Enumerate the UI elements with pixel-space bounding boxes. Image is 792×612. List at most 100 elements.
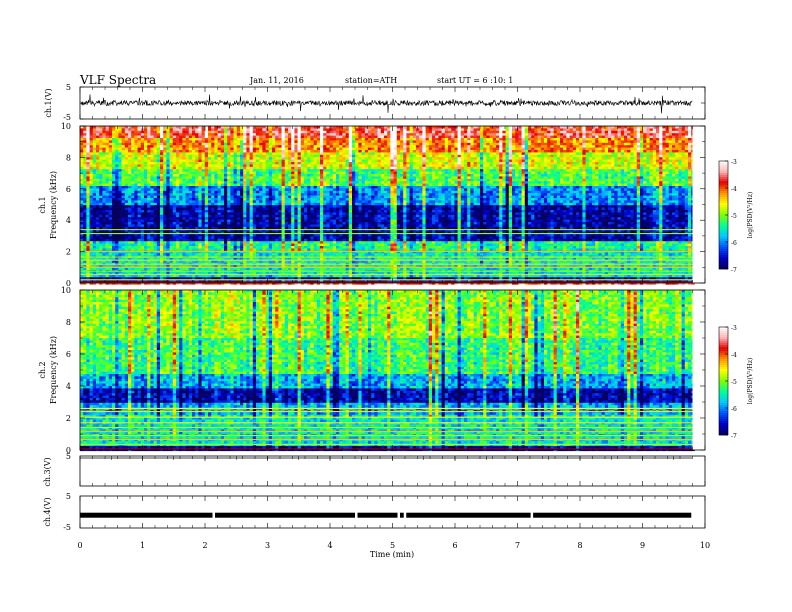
- spectrogram-cell: [275, 267, 279, 271]
- spectrogram-cell: [105, 210, 110, 213]
- spectrogram-cell: [233, 145, 238, 148]
- spectrogram-cell: [240, 176, 244, 180]
- spectrogram-cell: [182, 171, 186, 175]
- spectrogram-cell: [249, 205, 254, 208]
- spectrogram-cell: [236, 164, 241, 168]
- spectrogram-cell: [121, 202, 126, 206]
- spectrogram-cell: [147, 130, 151, 134]
- spectrogram-cell: [118, 166, 122, 170]
- spectrogram-cell: [83, 166, 87, 170]
- spectrogram-cell: [176, 253, 180, 256]
- spectrogram-cell: [92, 224, 97, 228]
- spectrogram-cell: [195, 258, 199, 261]
- spectrogram-cell: [188, 130, 193, 134]
- spectrogram-cell: [265, 272, 270, 276]
- spectrogram-cell: [227, 171, 231, 175]
- spectrogram-cell: [115, 224, 119, 228]
- spectrogram-cell: [166, 229, 170, 232]
- spectrogram-cell: [124, 207, 129, 211]
- spectrogram-cell: [224, 217, 228, 220]
- spectrogram-cell: [211, 258, 215, 261]
- spectrogram-cell: [169, 152, 174, 156]
- spectrogram-cell: [230, 162, 234, 165]
- spectrogram-cell: [249, 265, 254, 268]
- spectrogram-cell: [316, 198, 321, 201]
- spectrogram-cell: [163, 222, 167, 225]
- spectrogram-cell: [182, 207, 186, 211]
- spectrogram-cell: [172, 190, 177, 194]
- spectrogram-cell: [310, 174, 314, 177]
- spectrogram-cell: [147, 166, 151, 170]
- spectrogram-cell: [182, 133, 186, 136]
- spectrogram-cell: [217, 162, 222, 165]
- spectrogram-cell: [105, 162, 110, 165]
- spectrogram-cell: [227, 212, 231, 216]
- spectrogram-cell: [147, 150, 151, 153]
- spectrogram-cell: [294, 226, 298, 230]
- spectrogram-cell: [313, 166, 318, 170]
- spectrogram-cell: [201, 193, 206, 196]
- spectrogram-cell: [310, 178, 314, 182]
- spectrogram-cell: [195, 195, 199, 199]
- spectrogram-cell: [192, 277, 196, 280]
- spectrogram-cell: [185, 181, 190, 184]
- spectrogram-cell: [147, 224, 151, 228]
- spectrogram-cell: [182, 246, 186, 249]
- spectrogram-cell: [211, 164, 215, 168]
- spectrogram-cell: [179, 181, 183, 184]
- spectrogram-cell: [249, 150, 254, 153]
- spectrogram-cell: [166, 274, 170, 278]
- spectrogram-cell: [86, 164, 90, 168]
- spectrogram-cell: [297, 166, 302, 170]
- spectrogram-cell: [230, 142, 234, 146]
- spectrogram-cell: [182, 154, 186, 158]
- spectrogram-cell: [291, 147, 295, 151]
- spectrogram-cell: [99, 126, 103, 129]
- spectrogram-cell: [131, 171, 135, 175]
- spectrogram-cell: [108, 246, 113, 249]
- spectrogram-cell: [89, 186, 94, 189]
- spectrogram-cell: [246, 231, 250, 235]
- spectrogram-cell: [124, 181, 129, 184]
- spectrogram-cell: [112, 217, 116, 220]
- spectrogram-cell: [310, 159, 314, 163]
- spectrogram-cell: [188, 138, 193, 141]
- spectrogram-cell: [115, 279, 119, 283]
- spectrogram-cell: [188, 205, 193, 208]
- spectrogram-cell: [256, 157, 260, 160]
- spectrogram-cell: [137, 238, 142, 242]
- spectrogram-cell: [150, 265, 154, 268]
- spectrogram-cell: [80, 147, 84, 151]
- spectrogram-cell: [92, 222, 97, 225]
- spectrogram-cell: [112, 210, 116, 213]
- spectrogram-cell: [92, 169, 97, 172]
- spectrogram-cell: [288, 164, 292, 168]
- spectrogram-cell: [278, 140, 282, 144]
- spectrogram-cell: [230, 176, 234, 180]
- spectrogram-cell: [227, 200, 231, 204]
- spectrogram-cell: [96, 236, 100, 240]
- spectrogram-cell: [243, 157, 247, 160]
- spectrogram-cell: [297, 157, 302, 160]
- spectrogram-cell: [150, 214, 154, 218]
- spectrogram-cell: [102, 279, 106, 283]
- spectrogram-cell: [249, 178, 254, 182]
- spectrogram-cell: [150, 258, 154, 261]
- spectrogram-cell: [297, 217, 302, 220]
- spectrogram-cell: [265, 174, 270, 177]
- spectrogram-cell: [307, 226, 311, 230]
- spectrogram-cell: [131, 253, 135, 256]
- spectrogram-cell: [83, 238, 87, 242]
- spectrogram-cell: [169, 142, 174, 146]
- spectrogram-cell: [281, 162, 286, 165]
- spectrogram-cell: [112, 274, 116, 278]
- spectrogram-cell: [272, 154, 276, 158]
- spectrogram-cell: [204, 138, 209, 141]
- spectrogram-cell: [124, 200, 129, 204]
- spectrogram-cell: [265, 145, 270, 148]
- spectrogram-cell: [284, 217, 289, 220]
- spectrogram-cell: [288, 222, 292, 225]
- spectrogram-cell: [259, 181, 263, 184]
- spectrogram-cell: [172, 258, 177, 261]
- spectrogram-cell: [265, 243, 270, 247]
